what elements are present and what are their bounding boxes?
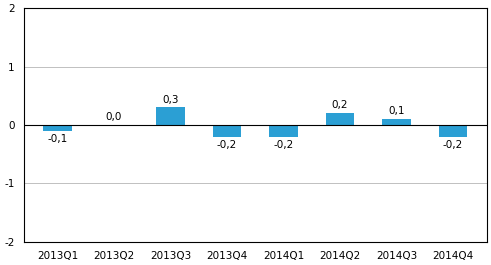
- Text: 0,2: 0,2: [332, 100, 348, 111]
- Bar: [43, 125, 72, 131]
- Text: -0,2: -0,2: [273, 140, 294, 149]
- Bar: [382, 119, 410, 125]
- Bar: [326, 113, 354, 125]
- Bar: [270, 125, 298, 137]
- Text: -0,2: -0,2: [217, 140, 237, 149]
- Bar: [439, 125, 467, 137]
- Text: 0,3: 0,3: [162, 95, 179, 105]
- Text: 0,0: 0,0: [106, 112, 122, 122]
- Text: -0,2: -0,2: [443, 140, 463, 149]
- Text: 0,1: 0,1: [388, 106, 405, 116]
- Bar: [156, 108, 185, 125]
- Text: -0,1: -0,1: [47, 134, 68, 144]
- Bar: [213, 125, 241, 137]
